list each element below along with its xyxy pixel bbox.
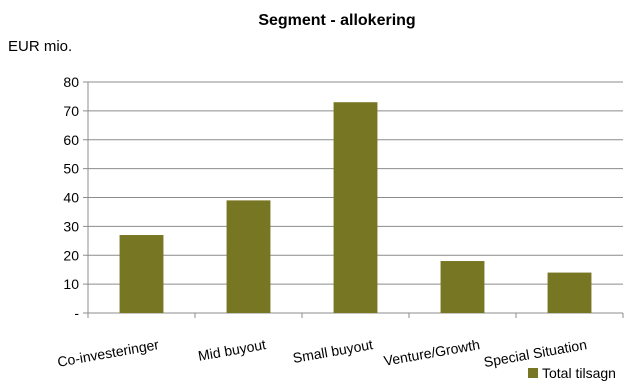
legend: Total tilsagn <box>528 365 616 381</box>
x-tick-label: Mid buyout <box>197 336 267 364</box>
y-tick-label: - <box>74 305 79 321</box>
y-tick-label: 10 <box>63 276 79 292</box>
bar <box>226 200 271 313</box>
y-tick-label: 60 <box>63 132 79 148</box>
bar <box>119 235 164 313</box>
bars <box>119 102 592 314</box>
x-tick-label: Small buyout <box>292 336 375 366</box>
y-axis-unit-label: EUR mio. <box>8 38 72 55</box>
bar <box>440 261 485 313</box>
y-tick-label: 80 <box>63 74 79 90</box>
y-tick-labels: - 10 20 30 40 50 60 70 80 <box>63 74 79 321</box>
legend-label: Total tilsagn <box>542 365 616 381</box>
y-tick-label: 40 <box>63 190 79 206</box>
chart-title: Segment - allokering <box>258 12 415 29</box>
x-tick-label: Co-investeringer <box>56 336 160 370</box>
x-tick-label: Venture/Growth <box>382 336 481 369</box>
axes <box>83 81 624 318</box>
bar <box>333 102 378 314</box>
bar <box>547 272 592 313</box>
y-tick-label: 70 <box>63 103 79 119</box>
y-tick-label: 20 <box>63 247 79 263</box>
x-tick-labels: Co-investeringer Mid buyout Small buyout Ve… <box>56 336 588 370</box>
legend-swatch <box>528 368 538 378</box>
y-tick-label: 50 <box>63 161 79 177</box>
y-tick-label: 30 <box>63 218 79 234</box>
